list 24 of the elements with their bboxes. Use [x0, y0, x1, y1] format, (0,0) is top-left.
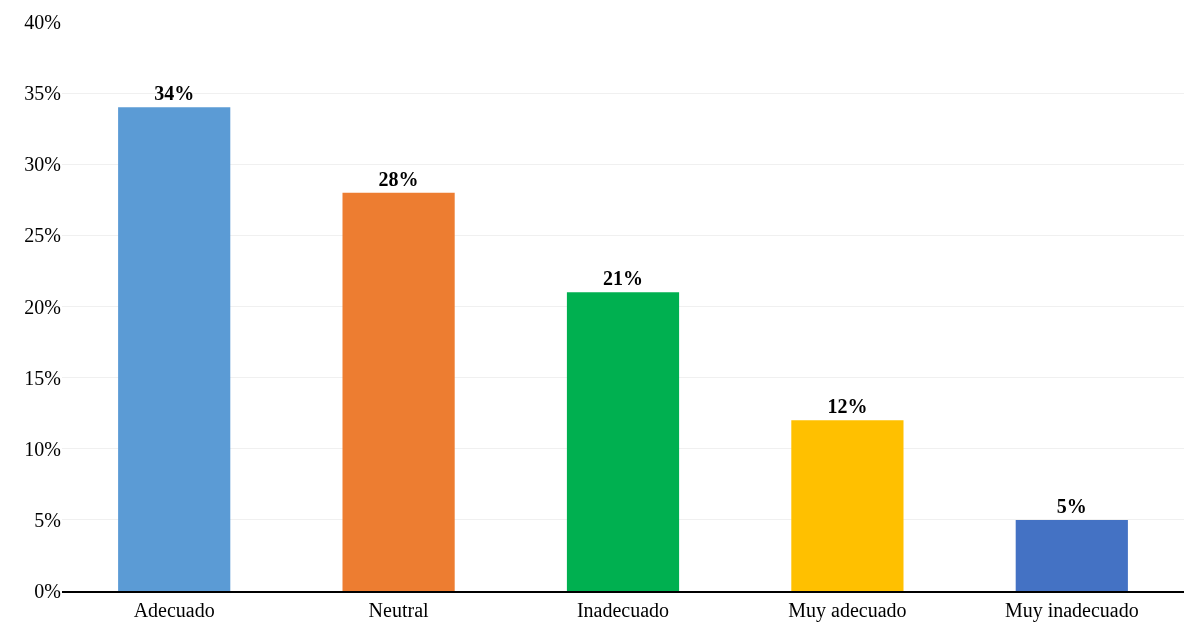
- data-label: 21%: [603, 267, 643, 290]
- data-label: 34%: [154, 82, 195, 105]
- x-tick-label: Muy inadecuado: [1004, 599, 1139, 622]
- y-tick-label: 10%: [24, 437, 61, 460]
- bar: [118, 107, 231, 591]
- data-label: 28%: [378, 167, 419, 190]
- y-tick-label: 15%: [24, 366, 61, 389]
- y-tick-label: 35%: [24, 82, 61, 105]
- y-tick-label: 5%: [34, 508, 61, 531]
- x-tick-label: Neutral: [368, 599, 430, 621]
- bar: [566, 292, 680, 591]
- data-label: 12%: [827, 395, 868, 418]
- bar: [1015, 519, 1128, 591]
- x-tick-label: Inadecuado: [576, 599, 670, 621]
- bar: [791, 420, 904, 591]
- x-tick-label: Muy adecuado: [788, 599, 907, 622]
- data-label: 5%: [1056, 494, 1087, 517]
- bar: [342, 192, 455, 591]
- y-tick-label: 25%: [24, 224, 61, 247]
- y-tick-label: 40%: [24, 11, 61, 33]
- y-tick-label: 30%: [24, 153, 61, 176]
- y-tick-label: 20%: [24, 295, 61, 318]
- y-tick-label: 0%: [34, 580, 61, 602]
- x-tick-label: Adecuado: [133, 599, 215, 621]
